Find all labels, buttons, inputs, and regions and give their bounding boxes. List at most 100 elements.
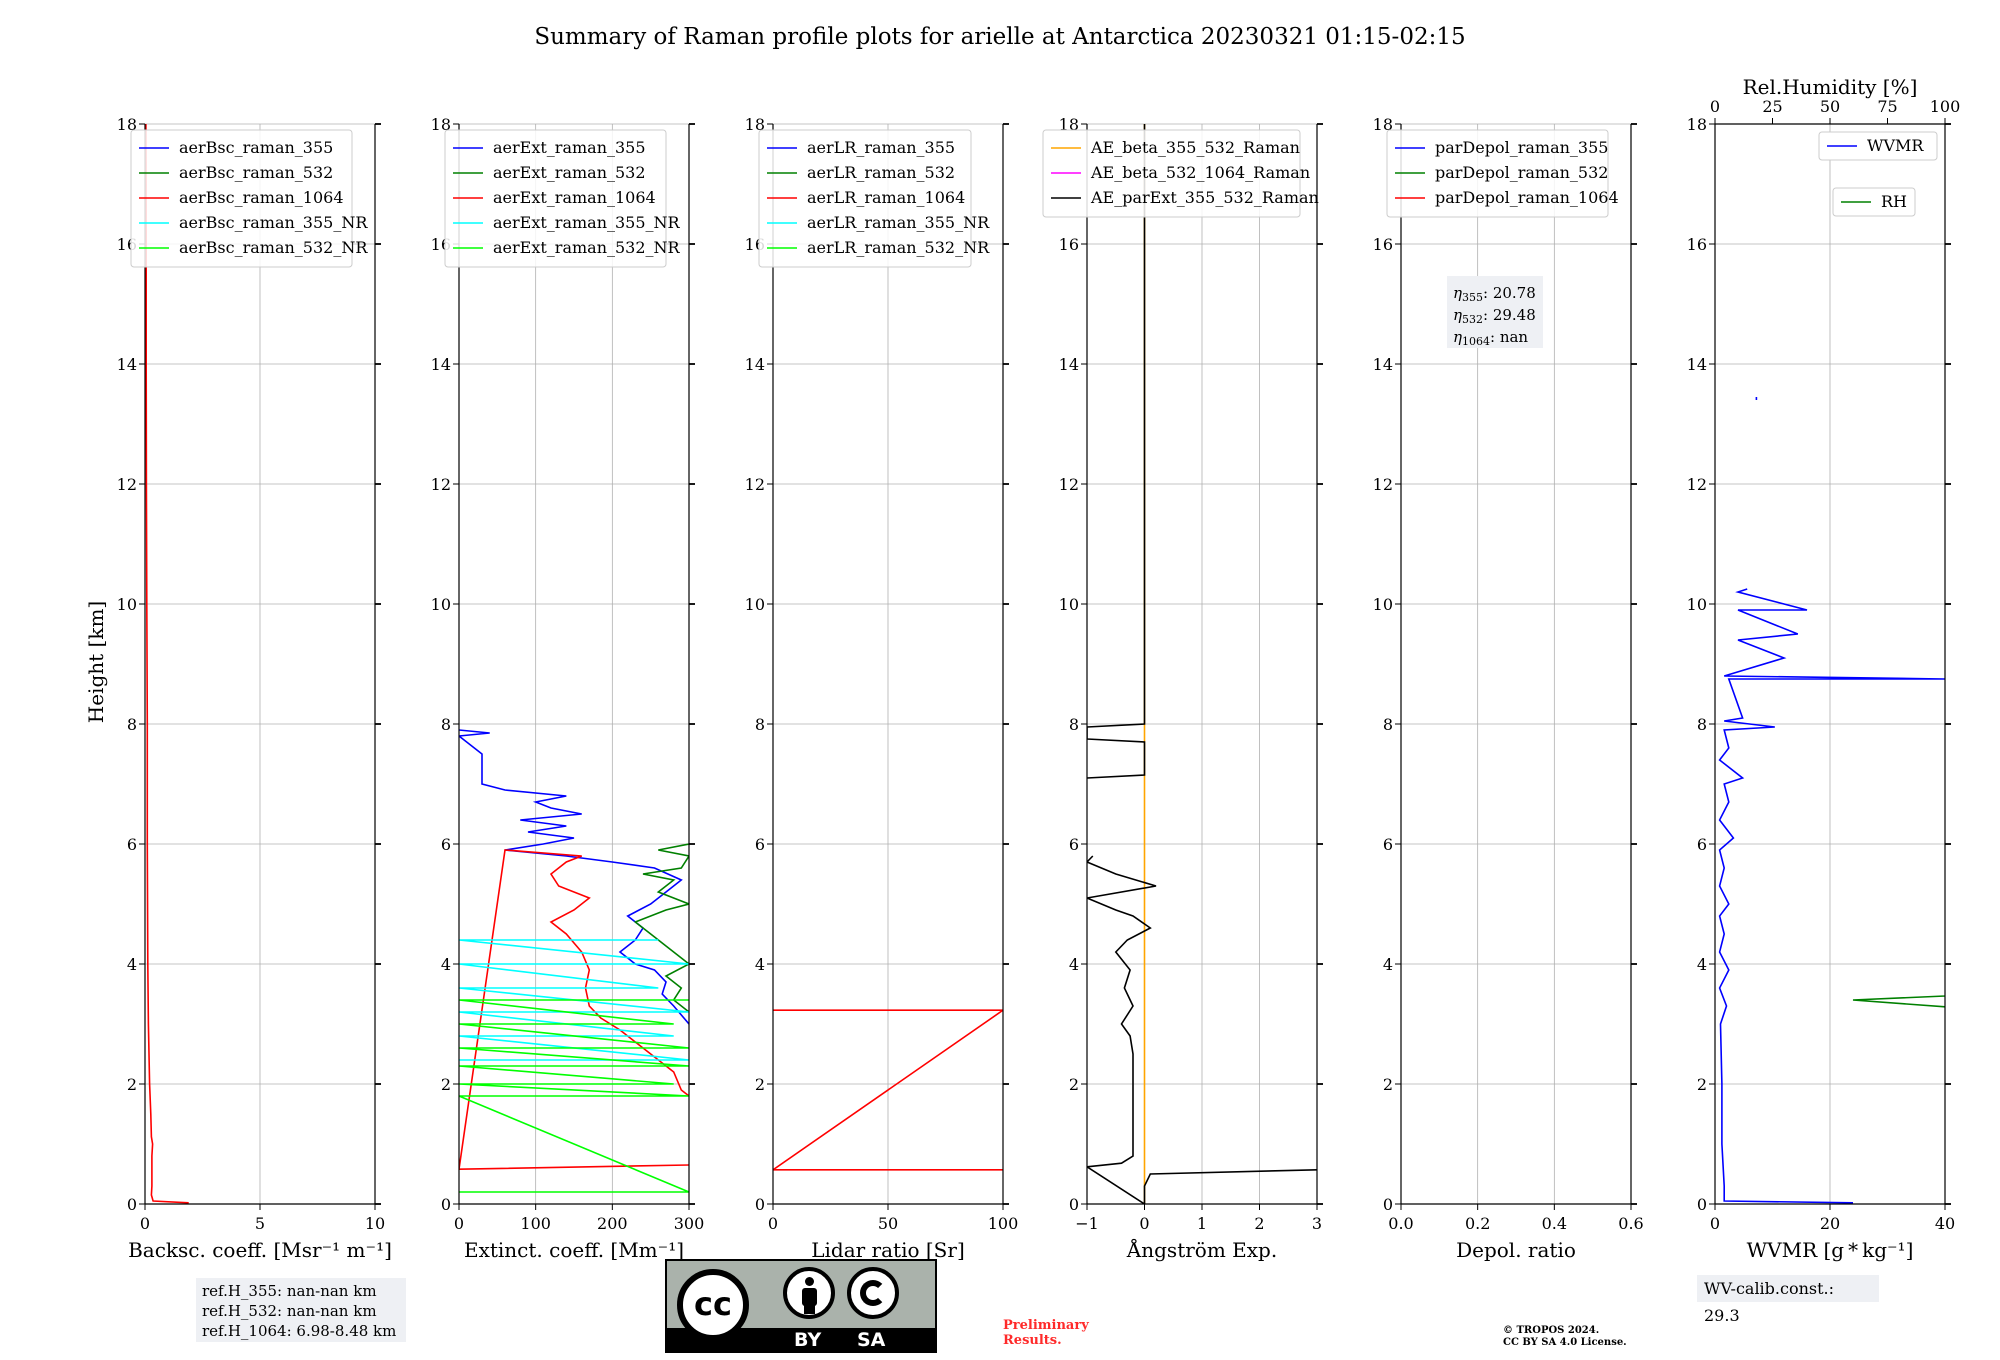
- x-tick-label: 10: [365, 1214, 385, 1233]
- y-tick-label: 8: [1383, 715, 1393, 734]
- y-tick-label: 0: [1069, 1195, 1079, 1214]
- y-tick-label: 10: [745, 595, 765, 614]
- license-by-label: BY: [794, 1329, 822, 1351]
- series-group: [773, 1009, 1003, 1171]
- y-tick-label: 14: [431, 355, 451, 374]
- y-tick-label: 12: [745, 475, 765, 494]
- top-x-axis-label: Rel.Humidity [%]: [1743, 75, 1918, 99]
- y-tick-label: 2: [127, 1075, 137, 1094]
- wv-calib-text: WV-calib.const.: 29.3: [1704, 1279, 1835, 1325]
- ref-height-box: ref.H_355: nan-nan km ref.H_532: nan-nan…: [196, 1278, 406, 1342]
- y-axis-label: Height [km]: [84, 601, 108, 723]
- x-axis-label: Lidar ratio [Sr]: [811, 1238, 965, 1262]
- x-tick-label: 2: [1254, 1214, 1264, 1233]
- series-line-aerlr-raman-1064: [773, 1009, 1003, 1171]
- y-tick-label: 8: [755, 715, 765, 734]
- y-tick-label: 18: [1059, 115, 1079, 134]
- y-tick-label: 14: [1687, 355, 1707, 374]
- y-tick-label: 4: [1383, 955, 1393, 974]
- cc-by-sa-logo: cc BY SA: [665, 1259, 937, 1353]
- cc-icon: cc: [677, 1269, 749, 1341]
- legend-box-rh: [1832, 187, 1916, 217]
- legend-label: aerBsc_raman_532: [179, 163, 333, 182]
- legend-label: aerLR_raman_1064: [807, 188, 965, 207]
- x-tick-label: 0.2: [1465, 1214, 1490, 1233]
- figure-title: Summary of Raman profile plots for ariel…: [534, 24, 1465, 50]
- copyright-line2: CC BY SA 4.0 License.: [1503, 1337, 1627, 1348]
- y-tick-label: 2: [441, 1075, 451, 1094]
- y-tick-label: 6: [1383, 835, 1393, 854]
- y-tick-label: 14: [1373, 355, 1393, 374]
- panel-6: 0 20 40 0 2 4 6 8 10 12 14 16 18 WVMR [g * kg⁻¹] 0 25 50…: [1687, 75, 1961, 1262]
- y-tick-label: 8: [441, 715, 451, 734]
- y-tick-label: 14: [745, 355, 765, 374]
- x-tick-label: 1: [1197, 1214, 1207, 1233]
- series-line-ae-parext-355-532-raman: [1087, 124, 1146, 779]
- series-line-aerext-raman-1064: [459, 849, 689, 1171]
- series-line-ae-parext-355-532-raman: [1087, 855, 1317, 1204]
- legend-label: parDepol_raman_532: [1435, 163, 1608, 182]
- legend-box: [758, 129, 972, 268]
- x-tick-label: 3: [1312, 1214, 1322, 1233]
- y-tick-label: 6: [1069, 835, 1079, 854]
- y-tick-label: 8: [1069, 715, 1079, 734]
- legend-label: aerBsc_raman_355_NR: [179, 213, 368, 232]
- y-tick-label: 10: [431, 595, 451, 614]
- top-x-tick-label: 25: [1762, 97, 1782, 116]
- eta-annotation-box: [1447, 276, 1543, 348]
- license-sa-label: SA: [857, 1329, 886, 1351]
- y-tick-label: 16: [1059, 235, 1079, 254]
- top-x-tick-label: 0: [1710, 97, 1720, 116]
- y-tick-label: 12: [431, 475, 451, 494]
- x-axis-label: Depol. ratio: [1456, 1238, 1576, 1262]
- legend-label: AE_beta_355_532_Raman: [1090, 138, 1300, 157]
- y-tick-label: 18: [117, 115, 137, 134]
- x-axis-label: WVMR [g * kg⁻¹]: [1747, 1238, 1914, 1262]
- legend-label: parDepol_raman_1064: [1435, 188, 1619, 207]
- legend-label: aerExt_raman_532_NR: [493, 238, 681, 257]
- y-tick-label: 6: [755, 835, 765, 854]
- series-line-aerext-raman-532-nr: [459, 999, 689, 1193]
- top-x-tick-label: 100: [1930, 97, 1961, 116]
- y-tick-label: 4: [441, 955, 451, 974]
- panel-5: 0.0 0.2 0.4 0.6 0 2 4 6 8 10 12 14 16 18 Depol. ratio p…: [1373, 115, 1644, 1262]
- copyright-note: © TROPOS 2024. CC BY SA 4.0 License.: [1503, 1325, 1627, 1349]
- y-tick-label: 2: [1383, 1075, 1393, 1094]
- y-tick-label: 2: [1069, 1075, 1079, 1094]
- y-tick-label: 0: [1697, 1195, 1707, 1214]
- top-x-tick-label: 75: [1877, 97, 1897, 116]
- legend-box: [130, 129, 353, 268]
- legend-label: AE_parExt_355_532_Raman: [1090, 188, 1319, 207]
- x-tick-label: 100: [988, 1214, 1019, 1233]
- y-tick-label: 16: [1687, 235, 1707, 254]
- legend-label: parDepol_raman_355: [1435, 138, 1608, 157]
- y-tick-label: 4: [1069, 955, 1079, 974]
- legend-label: aerExt_raman_1064: [493, 188, 656, 207]
- legend-label: aerLR_raman_532_NR: [807, 238, 990, 257]
- x-tick-label: 300: [674, 1214, 705, 1233]
- y-tick-label: 4: [755, 955, 765, 974]
- cc-icon-text: cc: [694, 1285, 732, 1323]
- y-tick-label: 10: [1059, 595, 1079, 614]
- x-tick-label: 0: [1139, 1214, 1149, 1233]
- y-tick-label: 18: [431, 115, 451, 134]
- eta-annotation-line: η1064: nan: [1453, 328, 1528, 348]
- x-tick-label: 20: [1820, 1214, 1840, 1233]
- preliminary-note: Preliminary Results.: [1003, 1318, 1089, 1348]
- ref-height-532: ref.H_532: nan-nan km: [202, 1302, 377, 1320]
- y-tick-label: 2: [755, 1075, 765, 1094]
- x-tick-label: 0: [454, 1214, 464, 1233]
- y-tick-label: 10: [1687, 595, 1707, 614]
- x-axis-label: Extinct. coeff. [Mm⁻¹]: [464, 1238, 684, 1262]
- y-tick-label: 18: [1687, 115, 1707, 134]
- series-line-aerext-raman-532: [633, 843, 689, 1013]
- series-line-wvmr: [1718, 588, 1945, 1204]
- y-tick-label: 4: [1697, 955, 1707, 974]
- x-tick-label: 200: [597, 1214, 628, 1233]
- series-group: [459, 729, 689, 1193]
- y-tick-label: 8: [127, 715, 137, 734]
- legend-label: aerExt_raman_355: [493, 138, 646, 157]
- top-x-tick-label: 50: [1820, 97, 1840, 116]
